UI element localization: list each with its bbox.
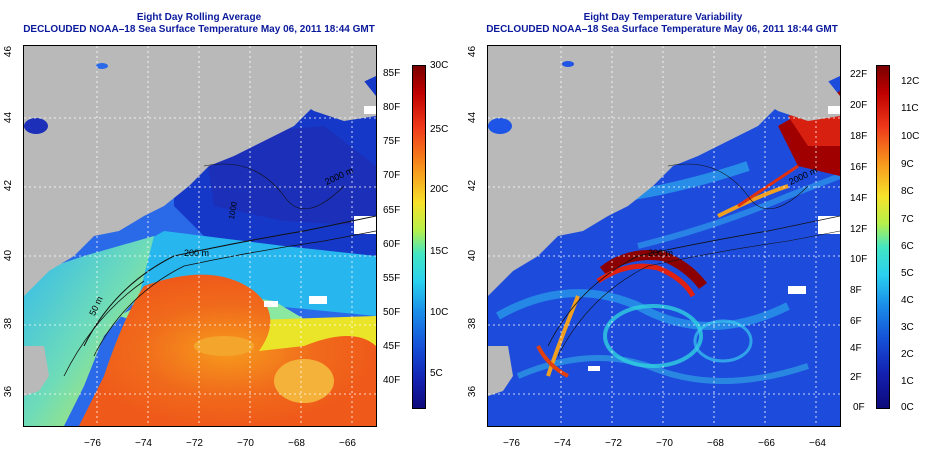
colorbar-c-label: 3C xyxy=(901,322,914,333)
colorbar-c-label: 25C xyxy=(430,124,449,135)
colorbar-f-label: 75F xyxy=(383,136,401,147)
colorbar-c-label: 15C xyxy=(430,246,449,257)
lon-tick: −64 xyxy=(809,438,826,449)
colorbar-f-label: 12F xyxy=(850,224,868,235)
lon-tick: −72 xyxy=(605,438,622,449)
colorbar-f-label: 70F xyxy=(383,170,401,181)
lat-tick: 46 xyxy=(3,45,15,58)
colorbar-c-label: 12C xyxy=(901,76,920,87)
colorbar-c-label: 8C xyxy=(901,186,914,197)
colorbar-f-label: 40F xyxy=(383,375,401,386)
colorbar-c-label: 5C xyxy=(901,268,914,279)
lat-tick: 38 xyxy=(467,317,479,330)
colorbar-c-label: 10C xyxy=(430,307,449,318)
colorbar-f-label: 0F xyxy=(853,402,865,413)
lat-tick: 36 xyxy=(3,385,15,398)
colorbar-f-label: 16F xyxy=(850,162,868,173)
left-title: Eight Day Rolling Average xyxy=(136,12,262,23)
lon-tick: −68 xyxy=(288,438,305,449)
lat-tick: 42 xyxy=(467,179,479,192)
colorbar-f-label: 50F xyxy=(383,307,401,318)
sst-map[interactable]: 2000 m 200 m 50 m 1000 xyxy=(23,45,377,427)
colorbar-f-label: 18F xyxy=(850,131,868,142)
colorbar-f-label: 4F xyxy=(850,343,862,354)
colorbar-c-label: 9C xyxy=(901,159,914,170)
colorbar-c-label: 7C xyxy=(901,214,914,225)
lat-tick: 42 xyxy=(3,179,15,192)
lon-tick: −74 xyxy=(135,438,152,449)
variability-map-graphic xyxy=(488,46,840,426)
sst-map-graphic xyxy=(24,46,376,426)
colorbar-f-label: 14F xyxy=(850,193,868,204)
left-subtitle: DECLOUDED NOAA–18 Sea Surface Temperatur… xyxy=(23,24,375,35)
right-title: Eight Day Temperature Variability xyxy=(583,12,743,23)
contour-label-200: 200 m xyxy=(184,248,210,258)
colorbar-f-label: 55F xyxy=(383,273,401,284)
right-subtitle: DECLOUDED NOAA–18 Sea Surface Temperatur… xyxy=(486,24,838,35)
colorbar-f-label: 45F xyxy=(383,341,401,352)
colorbar-c-label: 10C xyxy=(901,131,920,142)
lat-tick: 46 xyxy=(467,45,479,58)
colorbar-c-label: 30C xyxy=(430,60,449,71)
lon-tick: −66 xyxy=(339,438,356,449)
lat-tick: 40 xyxy=(3,249,15,262)
colorbar-c-label: 1C xyxy=(901,376,914,387)
lat-tick: 44 xyxy=(3,111,15,124)
colorbar-f-label: 6F xyxy=(850,316,862,327)
colorbar-f-label: 65F xyxy=(383,205,401,216)
lon-tick: −70 xyxy=(237,438,254,449)
colorbar-f-label: 22F xyxy=(850,69,868,80)
variability-colorbar xyxy=(876,65,890,409)
colorbar-c-label: 11C xyxy=(901,103,919,114)
colorbar-f-label: 60F xyxy=(383,239,401,250)
colorbar-c-label: 6C xyxy=(901,241,914,252)
colorbar-c-label: 2C xyxy=(901,349,914,360)
variability-map[interactable]: 2000 m 200 m xyxy=(487,45,841,427)
lat-tick: 40 xyxy=(467,249,479,262)
lon-tick: −66 xyxy=(758,438,775,449)
contour-label-200: 200 m xyxy=(648,248,674,258)
lon-tick: −72 xyxy=(186,438,203,449)
colorbar-f-label: 2F xyxy=(850,372,862,383)
lat-tick: 44 xyxy=(467,111,479,124)
lon-tick: −74 xyxy=(554,438,571,449)
lat-tick: 36 xyxy=(467,385,479,398)
lon-tick: −76 xyxy=(84,438,101,449)
colorbar-f-label: 8F xyxy=(850,285,862,296)
colorbar-c-label: 4C xyxy=(901,295,914,306)
lon-tick: −68 xyxy=(707,438,724,449)
colorbar-c-label: 0C xyxy=(901,402,914,413)
sst-colorbar xyxy=(412,65,426,409)
colorbar-c-label: 5C xyxy=(430,368,443,379)
colorbar-c-label: 20C xyxy=(430,184,449,195)
colorbar-f-label: 10F xyxy=(850,254,868,265)
lon-tick: −70 xyxy=(656,438,673,449)
lat-tick: 38 xyxy=(3,317,15,330)
colorbar-f-label: 85F xyxy=(383,68,401,79)
colorbar-f-label: 80F xyxy=(383,102,401,113)
lon-tick: −76 xyxy=(503,438,520,449)
colorbar-f-label: 20F xyxy=(850,100,868,111)
